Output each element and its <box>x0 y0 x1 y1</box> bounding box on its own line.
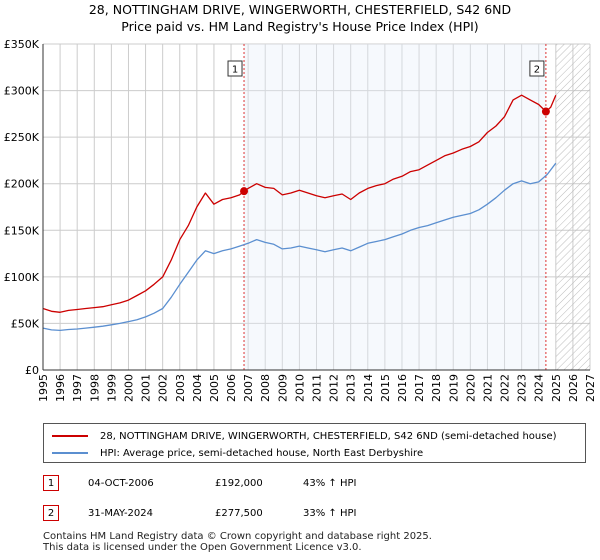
x-tick-label: 2013 <box>345 374 358 402</box>
x-tick-label: 2007 <box>242 374 255 402</box>
x-tick-label: 2012 <box>328 374 341 402</box>
transaction-hpi-change: 43% ↑ HPI <box>303 477 357 489</box>
x-tick-label: 2022 <box>499 374 512 402</box>
chart-title-line1: 28, NOTTINGHAM DRIVE, WINGERWORTH, CHEST… <box>88 2 512 17</box>
x-tick-label: 2016 <box>396 374 409 402</box>
legend-label-property: 28, NOTTINGHAM DRIVE, WINGERWORTH, CHEST… <box>100 430 557 442</box>
x-tick-label: 2014 <box>362 374 375 402</box>
chart-title-line2: Price paid vs. HM Land Registry's House … <box>121 19 479 34</box>
transaction-hpi-change: 33% ↑ HPI <box>303 507 357 519</box>
annotation-label-1: 1 <box>232 65 238 76</box>
y-tick-label: £150K <box>4 224 40 237</box>
x-tick-label: 1999 <box>105 374 118 402</box>
legend-item-property: 28, NOTTINGHAM DRIVE, WINGERWORTH, CHEST… <box>52 427 557 445</box>
y-tick-label: £250K <box>4 131 40 144</box>
ownership-period-shading <box>244 44 546 370</box>
transaction-row: 2 31-MAY-2024 £277,500 33% ↑ HPI <box>43 503 356 523</box>
x-tick-label: 2018 <box>430 374 443 402</box>
sale-point-1 <box>240 187 249 196</box>
x-tick-label: 2024 <box>533 374 546 402</box>
annotation-box-1 <box>227 60 243 77</box>
property-price-line <box>42 94 557 313</box>
x-tick-label: 2026 <box>567 374 580 402</box>
x-tick-label: 2010 <box>293 374 306 402</box>
annotation-label-2: 2 <box>534 65 540 76</box>
y-tick-label: £0 <box>25 364 39 377</box>
transaction-price: £277,500 <box>215 507 263 519</box>
y-tick-label: £200K <box>4 178 40 191</box>
transaction-date: 04-OCT-2006 <box>88 477 154 489</box>
x-tick-label: 2005 <box>208 374 221 402</box>
y-tick-label: £100K <box>4 271 40 284</box>
x-tick-label: 2002 <box>157 374 170 402</box>
x-tick-label: 2025 <box>550 374 563 402</box>
x-tick-label: 1998 <box>88 374 101 402</box>
x-tick-label: 2004 <box>191 374 204 402</box>
transaction-row: 1 04-OCT-2006 £192,000 43% ↑ HPI <box>43 473 356 493</box>
x-tick-label: 2003 <box>174 374 187 402</box>
transaction-date: 31-MAY-2024 <box>88 507 154 519</box>
x-tick-label: 1997 <box>71 374 84 402</box>
legend-label-hpi: HPI: Average price, semi-detached house,… <box>100 447 424 459</box>
x-tick-label: 2009 <box>276 374 289 402</box>
x-tick-label: 2001 <box>140 374 153 402</box>
sale-point-2 <box>541 107 550 116</box>
legend-item-hpi: HPI: Average price, semi-detached house,… <box>52 444 423 462</box>
footer-line2: This data is licensed under the Open Gov… <box>43 542 362 553</box>
y-tick-label: £50K <box>11 317 40 330</box>
x-tick-label: 2008 <box>259 374 272 402</box>
hpi-line <box>42 162 557 332</box>
price-chart: 1 2 £0 £50K £100K £150K £200K £250K £300K £350K 1… <box>4 38 597 402</box>
legend-swatch-hpi <box>52 452 88 454</box>
x-tick-label: 2021 <box>481 374 494 402</box>
x-tick-label: 2027 <box>584 374 597 402</box>
transaction-price: £192,000 <box>215 477 263 489</box>
x-tick-label: 2020 <box>464 374 477 402</box>
y-tick-label: £300K <box>4 85 40 98</box>
x-tick-label: 2023 <box>516 374 529 402</box>
chart-legend: 28, NOTTINGHAM DRIVE, WINGERWORTH, CHEST… <box>43 423 586 463</box>
x-tick-label: 1995 <box>37 374 50 402</box>
legend-swatch-property <box>52 435 88 437</box>
x-tick-label: 2015 <box>379 374 392 402</box>
footer: Contains HM Land Registry data © Crown c… <box>43 531 432 553</box>
x-tick-label: 2019 <box>447 374 460 402</box>
forecast-region <box>555 44 590 370</box>
x-tick-label: 2000 <box>122 374 135 402</box>
y-tick-label: £350K <box>4 38 40 51</box>
x-tick-label: 2017 <box>413 374 426 402</box>
x-tick-label: 2011 <box>311 374 324 402</box>
x-tick-label: 2006 <box>225 374 238 402</box>
chart-title: 28, NOTTINGHAM DRIVE, WINGERWORTH, CHEST… <box>0 1 600 35</box>
annotation-box-2 <box>529 60 545 77</box>
transaction-marker: 1 <box>43 475 59 491</box>
transaction-marker: 2 <box>43 505 59 521</box>
x-tick-label: 1996 <box>54 374 67 402</box>
footer-line1: Contains HM Land Registry data © Crown c… <box>43 531 432 542</box>
